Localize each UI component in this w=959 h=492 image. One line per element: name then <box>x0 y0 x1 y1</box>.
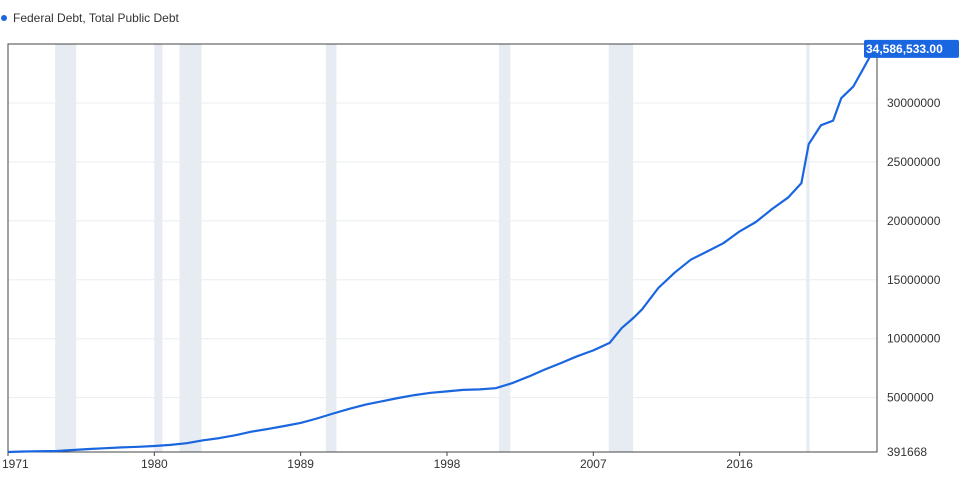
y-tick-label: 25000000 <box>887 155 941 169</box>
recession-band <box>806 44 810 452</box>
plot-frame <box>7 43 878 453</box>
x-tick-label: 1980 <box>141 457 168 471</box>
y-axis-tick-labels: 391668 5000000 10000000 15000000 20000000 250… <box>887 96 941 459</box>
last-value-marker: 34,586,533.00 <box>864 39 959 58</box>
x-tick-label: 1998 <box>434 457 461 471</box>
series-line-federal-debt <box>7 48 878 454</box>
x-tick-label: 1989 <box>287 457 314 471</box>
last-value-label: 34,586,533.00 <box>866 42 943 56</box>
y-tick-label: 20000000 <box>887 214 941 228</box>
recession-band <box>55 44 77 452</box>
x-axis-tick-labels: 1971 1980 1989 1998 2007 2016 <box>2 452 753 471</box>
recession-band <box>179 44 202 452</box>
y-tick-label: 391668 <box>887 445 927 459</box>
y-tick-label: 30000000 <box>887 96 941 110</box>
series-layer <box>7 48 878 454</box>
x-tick-label: 2016 <box>726 457 753 471</box>
x-tick-label: 1971 <box>2 457 29 471</box>
recession-band <box>154 44 163 452</box>
recession-band <box>498 44 511 452</box>
x-tick-label: 2007 <box>580 457 607 471</box>
y-tick-label: 5000000 <box>887 391 934 405</box>
y-tick-label: 15000000 <box>887 273 941 287</box>
legend-series-marker <box>1 15 7 21</box>
horizontal-gridlines <box>8 102 877 399</box>
legend: Federal Debt, Total Public Debt <box>1 11 180 25</box>
last-value-badge <box>864 39 959 58</box>
y-tick-label: 10000000 <box>887 332 941 346</box>
recession-bands <box>55 44 810 452</box>
legend-label: Federal Debt, Total Public Debt <box>13 11 180 25</box>
recession-band <box>325 44 337 452</box>
recession-band <box>608 44 634 452</box>
